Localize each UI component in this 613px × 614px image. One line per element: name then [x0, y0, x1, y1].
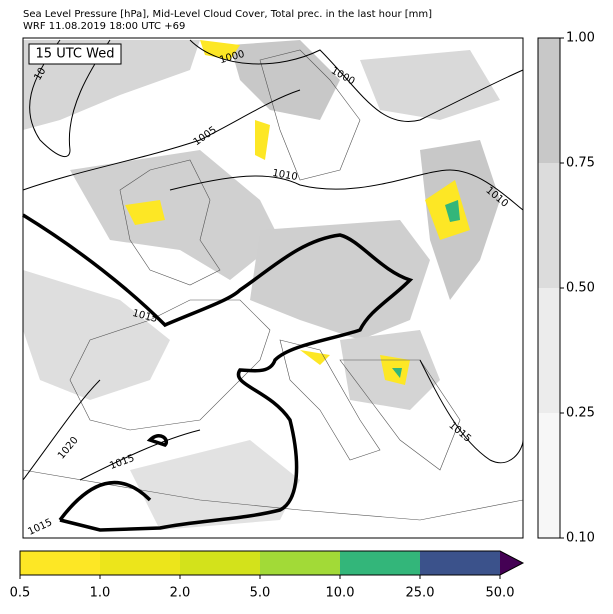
precip-colorbar-label: 10.0: [326, 586, 355, 601]
cloud-colorbar-segment: [538, 288, 560, 413]
time-label: 15 UTC Wed: [36, 47, 115, 62]
cloud-colorbar-label: 0.25: [566, 406, 595, 421]
cloud-colorbar-label: 0.50: [566, 281, 595, 296]
contour-label: 1010: [271, 168, 298, 183]
cloud-colorbar-label: 1.00: [566, 31, 595, 46]
cloud-colorbar-label: 0.10: [566, 531, 595, 546]
precip-colorbar-segment: [20, 551, 101, 575]
precip-colorbar-segment: [420, 551, 501, 575]
precip-colorbar-segment: [180, 551, 261, 575]
precip-colorbar-segment: [100, 551, 181, 575]
cloud-patches: [23, 40, 500, 530]
cloud-colorbar-segment: [538, 38, 560, 163]
precip-colorbar-label: 25.0: [406, 586, 435, 601]
isobars: [22, 39, 524, 481]
map-area: 15 UTC Wed: [22, 37, 524, 539]
map-frame: [22, 37, 524, 539]
precip-core: [392, 368, 402, 378]
title-line-1: Sea Level Pressure [hPa], Mid-Level Clou…: [23, 9, 432, 20]
precip-colorbar-frame: [19, 550, 525, 576]
precip-colorbar-label: 1.0: [90, 586, 111, 601]
precip-colorbar-label: 50.0: [486, 586, 515, 601]
cloud-colorbar-segment: [538, 413, 560, 538]
cloud-colorbar-segment: [538, 163, 560, 288]
precip-colorbar-segment: [260, 551, 341, 575]
precip-core: [445, 200, 460, 222]
isobar-1015: [22, 213, 414, 532]
precip-colorbar-label: 5.0: [250, 586, 271, 601]
colorbars: 0.10 0.25 0.50 0.75 1.00 0.5 1.0 2.0 5.0 10.0 25.0…: [10, 31, 595, 601]
title-line-2: WRF 11.08.2019 18:00 UTC +69: [23, 21, 185, 32]
cloud-colorbar-label: 0.75: [566, 156, 595, 171]
precip-colorbar-label: 0.5: [10, 586, 31, 601]
precip-colorbar-label: 2.0: [170, 586, 191, 601]
precip-colorbar-extend: [500, 551, 523, 575]
time-label-box: [28, 43, 122, 65]
precip-colorbar-segment: [340, 551, 421, 575]
